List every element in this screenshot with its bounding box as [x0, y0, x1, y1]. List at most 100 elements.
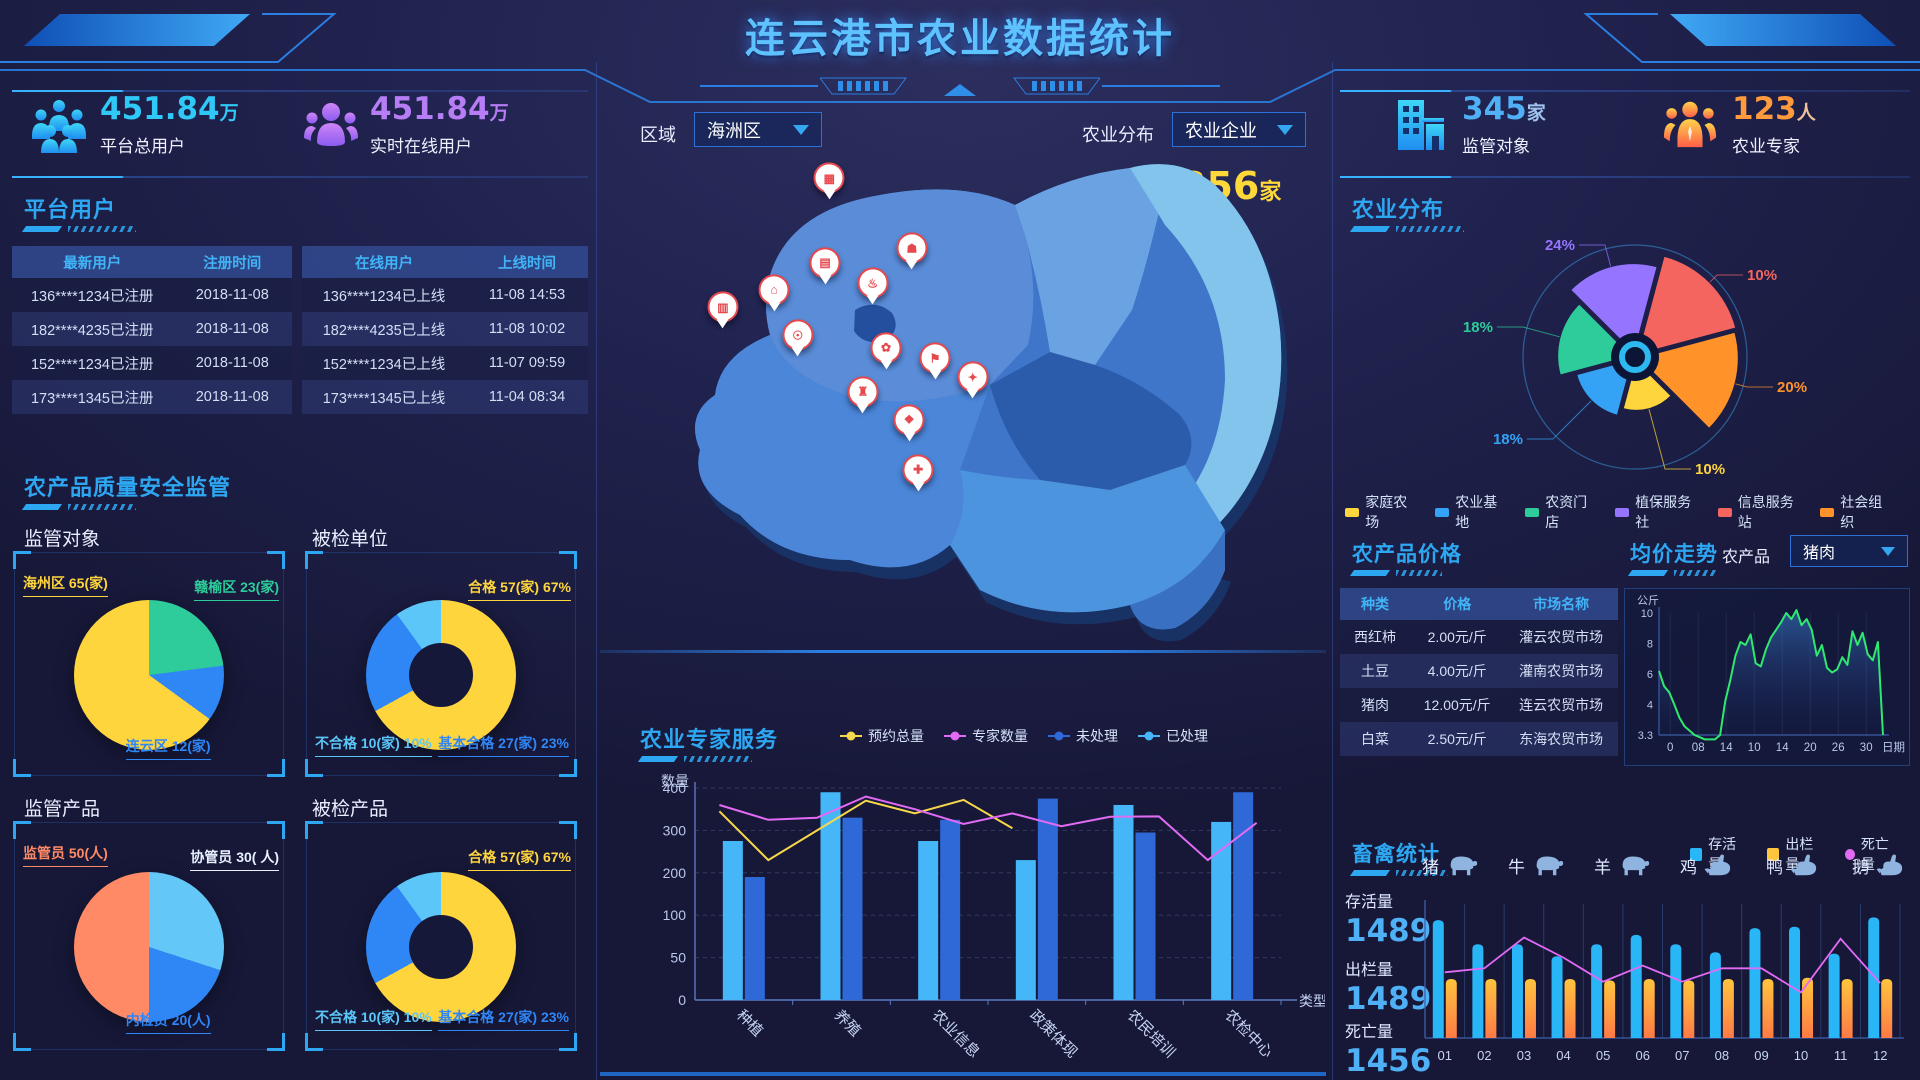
section-underline: [24, 226, 136, 232]
legend-label: 农资门店: [1545, 494, 1588, 530]
map-pin[interactable]: ♨: [857, 267, 889, 299]
table-row: 136****1234已注册 2018-11-08: [12, 278, 292, 312]
online-table: 在线用户 上线时间 136****1234已上线 11-08 14:53 182****…: [302, 246, 588, 414]
legend-item[interactable]: 植保服务社: [1614, 492, 1698, 532]
legend-marker-icon: [1614, 507, 1630, 517]
chart-title-supervision-products: 监管产品: [24, 799, 101, 820]
section-title-livestock: 畜禽统计: [1352, 843, 1440, 866]
legend-item[interactable]: 出栏量: [1767, 834, 1824, 874]
distribution-value: 农业企业: [1185, 120, 1257, 141]
legend-item[interactable]: 家庭农场: [1345, 492, 1415, 532]
table-cell: 灌南农贸市场: [1519, 663, 1604, 679]
distribution-dropdown[interactable]: 农业企业: [1172, 112, 1306, 147]
pin-glyph-icon: ♜: [857, 384, 869, 399]
table-cell: 11-08 14:53: [488, 287, 566, 303]
legend-item[interactable]: 农资门店: [1524, 492, 1595, 532]
header-decoration: [0, 13, 1920, 103]
svg-text:02: 02: [1477, 1048, 1491, 1063]
region-map: ▦ ☗ ▤ ♨ ⌂ ▥ ☉ ✿ ⚑ ✦ ♜ ❖ ✚: [620, 140, 1320, 650]
legend-marker-icon: [1690, 847, 1703, 861]
animal-icon: [1788, 852, 1822, 878]
map-pin[interactable]: ▦: [813, 162, 845, 194]
pie-label: 协管员 30( 人): [190, 847, 279, 871]
svg-text:26: 26: [1832, 742, 1845, 754]
legend-label: 社会组织: [1840, 494, 1883, 530]
legend-label: 死亡量: [1860, 836, 1889, 872]
legend-item[interactable]: 社会组织: [1820, 492, 1890, 532]
pin-glyph-icon: ⌂: [770, 282, 778, 297]
svg-text:07: 07: [1675, 1048, 1689, 1063]
svg-text:12: 12: [1873, 1048, 1887, 1063]
region-dropdown[interactable]: 海洲区: [694, 112, 822, 147]
pie-chart: [74, 600, 224, 751]
table-row: 136****1234已上线 11-08 14:53: [302, 278, 588, 312]
svg-text:公斤: 公斤: [1637, 594, 1659, 607]
legend-item[interactable]: 专家数量: [944, 726, 1028, 746]
column-header: 最新用户: [63, 255, 122, 272]
chevron-down-icon: [1881, 546, 1895, 556]
pin-glyph-icon: ❖: [903, 412, 915, 427]
svg-text:20: 20: [1804, 742, 1817, 754]
corner-bracket: [13, 1033, 31, 1051]
svg-text:30: 30: [1860, 742, 1873, 754]
svg-text:18%: 18%: [1463, 319, 1493, 336]
table-row: 152****1234已注册 2018-11-08: [12, 346, 292, 380]
table-row: 173****1345已上线 11-04 08:34: [302, 380, 588, 414]
map-pin[interactable]: ✚: [902, 454, 934, 486]
map-pin[interactable]: ✦: [957, 361, 989, 393]
table-cell: 182****4235已上线: [322, 322, 446, 339]
legend-marker-icon: [1434, 507, 1450, 517]
map-pin[interactable]: ⌂: [758, 274, 790, 306]
legend-marker-icon: [1844, 848, 1855, 860]
legend-item[interactable]: 未处理: [1048, 726, 1118, 746]
table-cell: 2.50元/斤: [1427, 731, 1487, 747]
svg-text:09: 09: [1754, 1048, 1768, 1063]
svg-text:08: 08: [1715, 1048, 1729, 1063]
section-title-price-trend: 均价走势: [1630, 543, 1718, 566]
table-cell: 152****1234已注册: [30, 356, 154, 373]
svg-text:6: 6: [1647, 669, 1653, 681]
legend-item[interactable]: 死亡量: [1844, 834, 1900, 874]
map-pin[interactable]: ♜: [847, 376, 879, 408]
table-row: 173****1345已注册 2018-11-08: [12, 380, 292, 414]
chevron-down-icon: [1277, 124, 1293, 135]
table-cell: 2018-11-08: [195, 355, 269, 371]
table-cell: 173****1345已上线: [322, 390, 446, 407]
animal-item: 鸭: [1766, 852, 1822, 878]
svg-text:300: 300: [663, 822, 687, 838]
table-cell: 西红柿: [1354, 629, 1397, 645]
table-cell: 136****1234已上线: [322, 288, 446, 305]
section-title-price: 农产品价格: [1352, 543, 1462, 566]
table-cell: 土豆: [1361, 663, 1390, 679]
map-pin[interactable]: ▥: [707, 291, 739, 323]
legend-item[interactable]: 信息服务站: [1717, 492, 1801, 532]
column-header: 种类: [1361, 596, 1390, 612]
legend-label: 预约总量: [868, 728, 924, 744]
pin-glyph-icon: ▤: [819, 255, 831, 270]
product-dropdown[interactable]: 猪肉: [1790, 535, 1908, 567]
corner-bracket: [559, 759, 577, 777]
svg-text:10: 10: [1641, 608, 1653, 620]
corner-bracket: [13, 821, 31, 839]
table-cell: 11-08 10:02: [488, 321, 566, 337]
map-pin[interactable]: ❖: [893, 404, 925, 436]
table-cell: 11-07 09:59: [488, 355, 566, 371]
map-pin[interactable]: ☉: [782, 319, 814, 351]
legend-item[interactable]: 预约总量: [840, 726, 924, 746]
map-pin[interactable]: ✿: [870, 332, 902, 364]
page-title: 连云港市农业数据统计: [745, 17, 1175, 61]
legend-label: 信息服务站: [1737, 494, 1794, 530]
corner-bracket: [559, 551, 577, 569]
svg-text:10: 10: [1748, 742, 1761, 754]
divider: [12, 90, 588, 92]
legend-marker-icon: [840, 731, 862, 741]
map-pin[interactable]: ⚑: [919, 342, 951, 374]
map-pin[interactable]: ☗: [896, 232, 928, 264]
table-row: 182****4235已注册 2018-11-08: [12, 312, 292, 346]
map-pin[interactable]: ▤: [809, 247, 841, 279]
product-value: 猪肉: [1803, 545, 1836, 562]
legend-item[interactable]: 农业基地: [1434, 492, 1505, 532]
building-icon: [1398, 100, 1444, 150]
legend-item[interactable]: 已处理: [1138, 726, 1208, 746]
x-axis-label: 农业信息: [928, 1007, 982, 1061]
